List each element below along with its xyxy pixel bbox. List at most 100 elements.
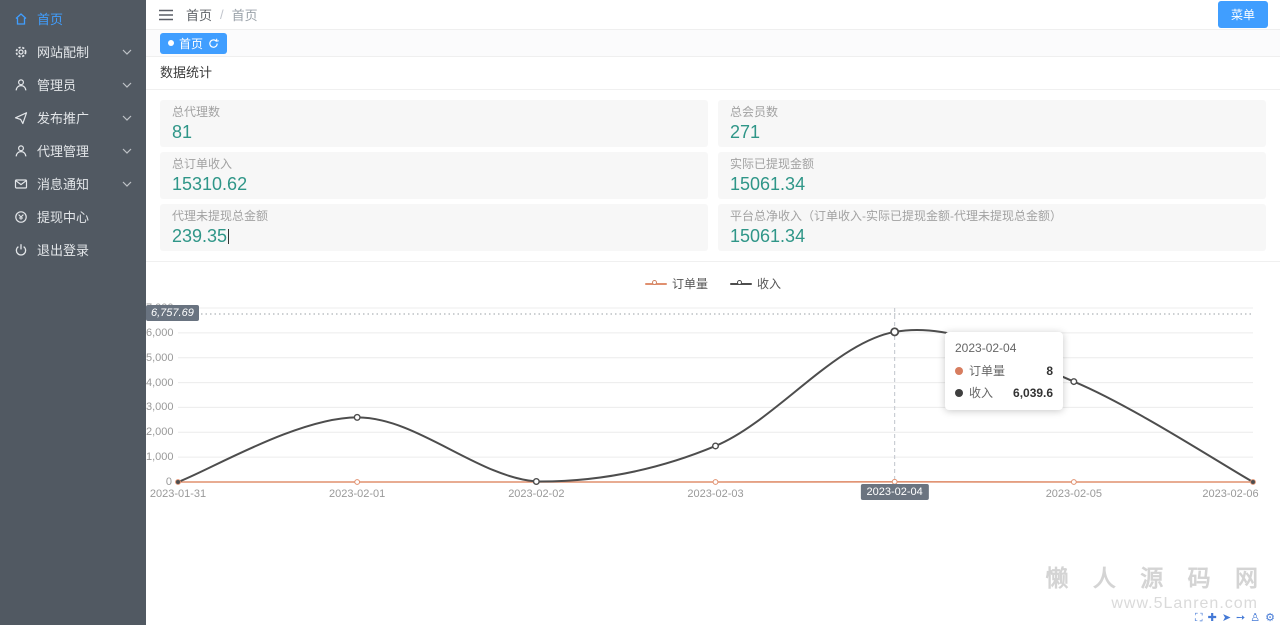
sidebar-item-logout[interactable]: 退出登录 xyxy=(0,233,146,266)
y-axis-tick: 5,000 xyxy=(146,351,174,364)
x-axis-tick: 2023-02-03 xyxy=(687,488,744,500)
stat-cards: 总代理数 81 总会员数 271 总订单收入 15310.62 实际已提现金额 15061.3… xyxy=(146,90,1280,262)
stat-card-label: 代理未提现总金额 xyxy=(172,209,269,223)
user-icon xyxy=(14,144,28,158)
browser-overlay-icons: ⛶ ✚ ➤ ➙ ♙ ⚙ xyxy=(1195,612,1275,624)
sidebar: 首页网站配制管理员发布推广代理管理消息通知提现中心退出登录 xyxy=(0,0,146,625)
stat-card-3: 实际已提现金额 15061.34 xyxy=(718,152,1266,199)
stat-card-value: 15061.34 xyxy=(730,174,806,194)
x-axis-pointer-label: 2023-02-04 xyxy=(860,484,929,500)
sidebar-item-label: 消息通知 xyxy=(37,177,90,192)
sidebar-item-home[interactable]: 首页 xyxy=(0,2,146,35)
chart-canvas[interactable] xyxy=(146,298,1280,516)
y-axis-tick: 4,000 xyxy=(146,376,174,389)
y-axis-tick: 1,000 xyxy=(146,451,174,464)
arrow-icon[interactable]: ➙ xyxy=(1236,612,1246,624)
menu-button[interactable]: 菜单 xyxy=(1217,1,1268,28)
y-axis-tick: 3,000 xyxy=(146,401,174,414)
photo-icon[interactable]: ⛶ xyxy=(1194,612,1203,624)
y-axis-tick: 2,000 xyxy=(146,426,174,439)
chevron-down-icon xyxy=(122,115,132,121)
x-axis-tick: 2023-02-02 xyxy=(508,488,565,500)
breadcrumb-home[interactable]: 首页 xyxy=(186,8,213,23)
y-axis-tick: 6,000 xyxy=(146,326,174,339)
markline-value-label: 6,757.69 xyxy=(146,305,199,322)
x-axis-tick: 2023-02-01 xyxy=(329,488,386,500)
coin-icon xyxy=(14,210,28,224)
sidebar-item-notify[interactable]: 消息通知 xyxy=(0,167,146,200)
tooltip-row-income: 收入 6,039.6 xyxy=(955,384,1053,401)
breadcrumb: 首页 / 首页 xyxy=(186,5,258,24)
gear-icon[interactable]: ⚙ xyxy=(1265,612,1275,624)
stat-card-5: 平台总净收入（订单收入-实际已提现金额-代理未提现总金额） 15061.34 xyxy=(718,204,1266,251)
power-icon xyxy=(14,243,28,257)
main-area: 首页 / 首页 菜单 首页 数据统计 总代理数 81 总会员数 271 总订单收入 153… xyxy=(146,0,1280,516)
sidebar-item-publish[interactable]: 发布推广 xyxy=(0,101,146,134)
menu-toggle-icon[interactable] xyxy=(158,9,174,21)
tooltip-orders-value: 8 xyxy=(1046,363,1054,378)
sidebar-item-label: 管理员 xyxy=(37,78,77,93)
legend-marker-orders-icon xyxy=(644,279,667,288)
watermark-title: 懒 人 源 码 网 xyxy=(1045,565,1267,591)
gear-icon xyxy=(14,45,28,59)
sidebar-item-site-config[interactable]: 网站配制 xyxy=(0,35,146,68)
legend-item-orders[interactable]: 订单量 xyxy=(644,275,708,292)
sidebar-item-label: 提现中心 xyxy=(37,210,90,225)
watermark: 懒 人 源 码 网 www.5Lanren.com xyxy=(1045,559,1258,613)
tab-strip: 首页 xyxy=(146,30,1280,57)
tab-active-dot-icon xyxy=(168,40,174,46)
stat-card-2: 总订单收入 15310.62 xyxy=(160,152,708,199)
home-icon xyxy=(14,12,28,26)
orders-dot-icon xyxy=(955,366,963,375)
legend-marker-income-icon xyxy=(730,279,752,288)
stat-card-value: 15310.62 xyxy=(172,174,248,194)
user-icon xyxy=(14,78,28,92)
refresh-icon[interactable] xyxy=(208,38,219,49)
sidebar-item-withdraw[interactable]: 提现中心 xyxy=(0,200,146,233)
stat-card-label: 平台总净收入（订单收入-实际已提现金额-代理未提现总金额） xyxy=(730,209,1062,223)
chevron-down-icon xyxy=(122,49,132,55)
x-axis-tick: 2023-02-06 xyxy=(1202,488,1259,500)
stat-card-label: 实际已提现金额 xyxy=(730,157,815,171)
legend-orders-label: 订单量 xyxy=(671,277,708,291)
text-cursor xyxy=(228,229,230,244)
stat-card-value: 239.35 xyxy=(172,226,230,246)
chevron-down-icon xyxy=(122,82,132,88)
chevron-down-icon xyxy=(122,181,132,187)
line-chart[interactable]: 6,757.69 2023-02-04 2023-02-04 订单量 8 收入 … xyxy=(146,298,1280,516)
tooltip-date: 2023-02-04 xyxy=(955,341,1017,355)
tooltip-income-value: 6,039.6 xyxy=(1013,385,1054,400)
tooltip-income-name: 收入 xyxy=(969,386,994,400)
stat-card-value: 15061.34 xyxy=(730,226,806,246)
sidebar-item-admin[interactable]: 管理员 xyxy=(0,68,146,101)
stat-card-label: 总订单收入 xyxy=(172,157,233,171)
x-axis-tick: 2023-01-31 xyxy=(149,488,207,500)
sidebar-item-label: 发布推广 xyxy=(37,111,90,126)
tab-home-label: 首页 xyxy=(179,36,204,51)
mail-icon xyxy=(14,177,28,191)
section-title: 数据统计 xyxy=(146,57,1280,90)
chart-legend: 订单量 收入 xyxy=(146,275,1280,292)
person-icon[interactable]: ♙ xyxy=(1250,612,1261,624)
stat-card-1: 总会员数 271 xyxy=(718,100,1266,147)
x-axis-tick: 2023-02-05 xyxy=(1045,488,1102,500)
breadcrumb-current: 首页 xyxy=(231,8,258,23)
y-axis-tick: 0 xyxy=(165,476,172,488)
stat-card-label: 总会员数 xyxy=(730,105,779,119)
tab-home[interactable]: 首页 xyxy=(160,32,228,54)
tooltip-row-orders: 订单量 8 xyxy=(955,362,1053,379)
bird-icon[interactable]: ➤ xyxy=(1221,612,1232,624)
tooltip-orders-name: 订单量 xyxy=(969,364,1006,378)
plus-icon[interactable]: ✚ xyxy=(1207,612,1217,624)
sidebar-item-agent[interactable]: 代理管理 xyxy=(0,134,146,167)
chart-tooltip: 2023-02-04 订单量 8 收入 6,039.6 xyxy=(945,332,1064,410)
legend-income-label: 收入 xyxy=(757,277,782,291)
stat-card-0: 总代理数 81 xyxy=(160,100,708,147)
watermark-url: www.5Lanren.com xyxy=(1111,595,1258,612)
legend-item-income[interactable]: 收入 xyxy=(730,275,781,292)
sidebar-item-label: 首页 xyxy=(37,12,64,27)
stat-card-4: 代理未提现总金额 239.35 xyxy=(160,204,708,251)
breadcrumb-separator: / xyxy=(220,7,224,22)
topbar: 首页 / 首页 菜单 xyxy=(146,0,1280,30)
income-dot-icon xyxy=(955,388,963,397)
